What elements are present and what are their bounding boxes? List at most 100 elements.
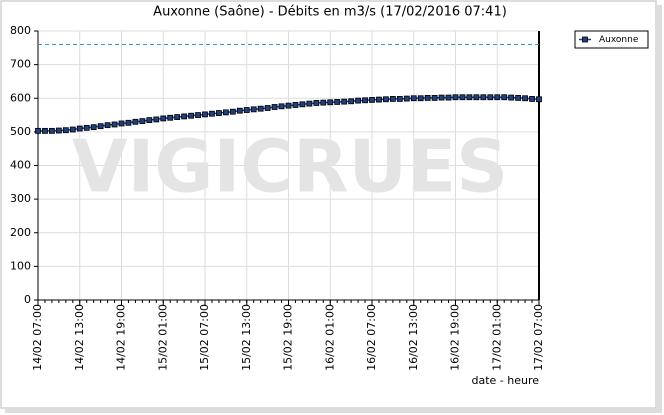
- chart-title: Auxonne (Saône) - Débits en m3/s (17/02/…: [153, 5, 507, 20]
- data-point: [424, 95, 431, 101]
- data-point: [250, 106, 257, 113]
- data-point: [348, 98, 355, 105]
- data-point: [132, 118, 139, 125]
- x-tick-label: 16/02 13:00: [407, 304, 420, 371]
- data-point: [313, 100, 320, 106]
- data-point: [209, 110, 215, 117]
- data-point: [83, 124, 90, 131]
- data-point: [501, 94, 508, 101]
- data-point: [167, 114, 174, 121]
- data-point: [299, 101, 306, 108]
- y-tick-label: 300: [10, 192, 31, 205]
- data-point: [494, 94, 501, 101]
- y-tick-label: 100: [10, 259, 31, 272]
- data-point: [383, 96, 389, 103]
- data-point: [216, 110, 222, 116]
- data-point: [146, 117, 153, 124]
- data-point: [55, 127, 62, 134]
- x-tick-label: 16/02 19:00: [449, 304, 462, 371]
- data-point: [536, 96, 542, 103]
- data-point: [529, 96, 535, 102]
- legend-label: Auxonne: [599, 35, 639, 45]
- data-point: [188, 112, 194, 119]
- data-point: [459, 94, 466, 101]
- data-point: [369, 97, 375, 103]
- x-tick-label: 14/02 19:00: [115, 304, 128, 371]
- data-point: [431, 95, 438, 101]
- data-point: [264, 105, 271, 111]
- x-tick-label: 15/02 01:00: [156, 304, 169, 371]
- shadow: [656, 5, 662, 411]
- data-point: [111, 121, 118, 128]
- y-tick-label: 800: [10, 24, 31, 37]
- data-point: [403, 95, 410, 102]
- data-point: [376, 96, 382, 103]
- watermark: VIGICRUES: [72, 125, 508, 209]
- data-point: [285, 102, 292, 109]
- data-point: [174, 114, 181, 120]
- data-point: [35, 127, 41, 134]
- data-point: [417, 95, 424, 102]
- x-tick-label: 17/02 07:00: [532, 304, 545, 371]
- y-tick-label: 600: [10, 91, 31, 104]
- data-point: [473, 94, 480, 101]
- x-tick-label: 14/02 13:00: [73, 304, 86, 371]
- data-point: [42, 127, 48, 134]
- data-point: [355, 97, 361, 104]
- data-point: [445, 94, 452, 101]
- data-point: [362, 97, 368, 104]
- data-point: [487, 94, 494, 101]
- data-point: [480, 94, 487, 101]
- y-tick-label: 500: [10, 125, 31, 138]
- data-point: [125, 119, 132, 126]
- x-axis-label: date - heure: [471, 374, 539, 387]
- data-point: [90, 124, 97, 131]
- data-point: [292, 102, 299, 108]
- data-point: [104, 122, 111, 129]
- data-point: [118, 120, 125, 127]
- x-tick-label: 16/02 01:00: [323, 304, 336, 371]
- data-point: [49, 127, 55, 134]
- data-point: [327, 99, 334, 106]
- data-point: [257, 105, 264, 112]
- data-point: [236, 107, 243, 114]
- panel: [0, 0, 657, 409]
- data-point: [243, 107, 250, 113]
- y-tick-label: 0: [24, 293, 31, 306]
- data-point: [76, 125, 83, 132]
- data-point: [341, 98, 348, 105]
- data-point: [389, 96, 396, 102]
- data-point: [139, 118, 146, 125]
- x-tick-label: 15/02 07:00: [198, 304, 211, 371]
- data-point: [320, 99, 327, 106]
- data-point: [522, 95, 528, 102]
- data-point: [195, 112, 201, 118]
- legend-marker: [582, 36, 588, 43]
- data-point: [508, 94, 515, 101]
- data-point: [396, 96, 403, 102]
- data-point: [515, 95, 522, 101]
- data-point: [160, 115, 167, 122]
- legend-box: [574, 30, 649, 49]
- data-point: [97, 123, 104, 130]
- x-tick-label: 15/02 13:00: [240, 304, 253, 371]
- data-point: [466, 94, 473, 101]
- data-point: [334, 99, 341, 105]
- data-point: [62, 127, 69, 134]
- data-point: [438, 94, 445, 101]
- y-tick-label: 200: [10, 226, 31, 239]
- data-point: [271, 104, 278, 110]
- y-tick-label: 700: [10, 58, 31, 71]
- x-tick-label: 17/02 01:00: [490, 304, 503, 371]
- data-point: [222, 109, 229, 116]
- shadow: [5, 408, 662, 413]
- data-point: [306, 100, 313, 107]
- data-point: [278, 103, 285, 110]
- data-point: [202, 111, 208, 118]
- data-point: [153, 116, 160, 123]
- x-tick-label: 15/02 19:00: [282, 304, 295, 371]
- y-tick-label: 400: [10, 159, 31, 172]
- data-point: [181, 113, 188, 120]
- data-point: [69, 126, 76, 133]
